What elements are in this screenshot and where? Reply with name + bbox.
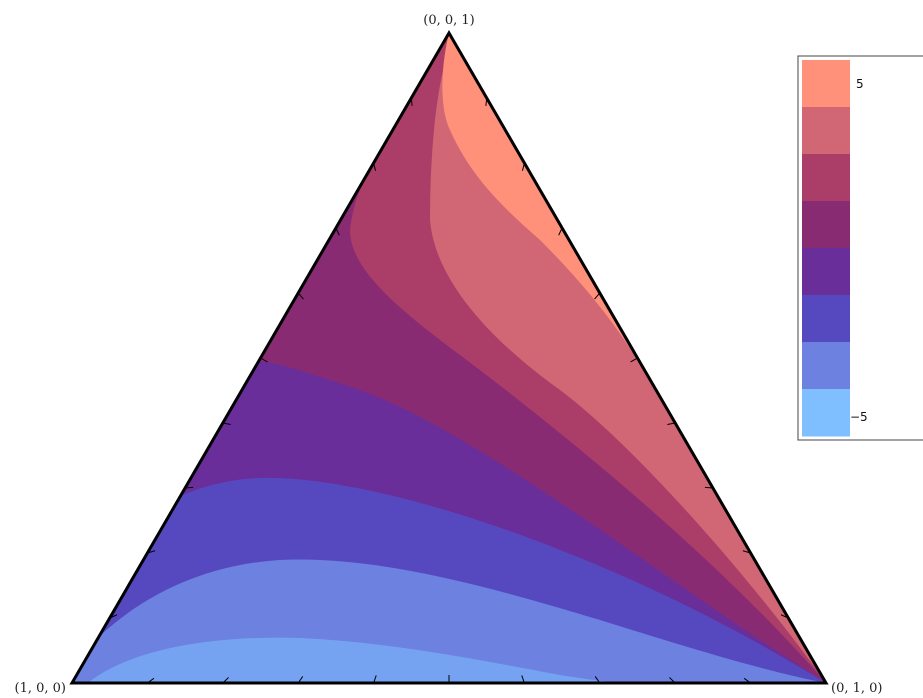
tick-mark-bottom bbox=[594, 676, 601, 684]
colorbar-swatch bbox=[802, 201, 850, 249]
vertex-label-bottom-left: (1, 0, 0) bbox=[15, 681, 67, 696]
tick-mark-bottom bbox=[669, 677, 676, 684]
tick-mark-bottom bbox=[297, 676, 304, 684]
tick-mark-right bbox=[485, 97, 488, 107]
tick-mark-right bbox=[630, 357, 638, 363]
tick-mark-right bbox=[521, 162, 525, 171]
tick-mark-left bbox=[147, 550, 156, 554]
tick-mark-left bbox=[373, 162, 377, 171]
tick-mark-bottom bbox=[373, 675, 377, 684]
tick-mark-left bbox=[335, 227, 340, 236]
tick-mark-right bbox=[704, 486, 713, 489]
colorbar-min-label: −5 bbox=[850, 410, 868, 424]
colorbar-swatch bbox=[802, 248, 850, 296]
tick-mark-bottom bbox=[147, 677, 155, 684]
colorbar-swatch bbox=[802, 389, 850, 437]
colorbar-swatches bbox=[802, 60, 850, 437]
colorbar-swatch bbox=[802, 342, 850, 390]
tick-mark-right bbox=[780, 614, 789, 619]
tick-mark-left bbox=[260, 357, 268, 363]
tick-mark-left bbox=[222, 422, 231, 425]
contour-regions bbox=[72, 33, 826, 683]
colorbar-swatch bbox=[802, 60, 850, 108]
colorbar-swatch bbox=[802, 107, 850, 155]
colorbar: 5 −5 bbox=[797, 55, 923, 441]
tick-mark-right bbox=[667, 422, 676, 425]
tick-mark-left bbox=[410, 97, 413, 107]
tick-mark-right bbox=[558, 227, 563, 236]
colorbar-swatch bbox=[802, 295, 850, 343]
tick-mark-left bbox=[297, 292, 304, 300]
tick-mark-right bbox=[594, 292, 601, 300]
tick-mark-bottom bbox=[222, 677, 229, 684]
tick-mark-bottom bbox=[521, 675, 525, 684]
vertex-label-bottom-right: (0, 1, 0) bbox=[831, 681, 883, 696]
tick-mark-bottom bbox=[743, 677, 751, 684]
tick-mark-right bbox=[742, 550, 751, 554]
edge-ticks bbox=[109, 97, 789, 684]
vertex-label-top: (0, 0, 1) bbox=[423, 13, 475, 28]
contour-level-7 bbox=[80, 637, 720, 683]
tick-mark-left bbox=[109, 614, 118, 619]
colorbar-max-label: 5 bbox=[856, 77, 864, 91]
tick-mark-left bbox=[185, 486, 194, 489]
colorbar-swatch bbox=[802, 154, 850, 202]
